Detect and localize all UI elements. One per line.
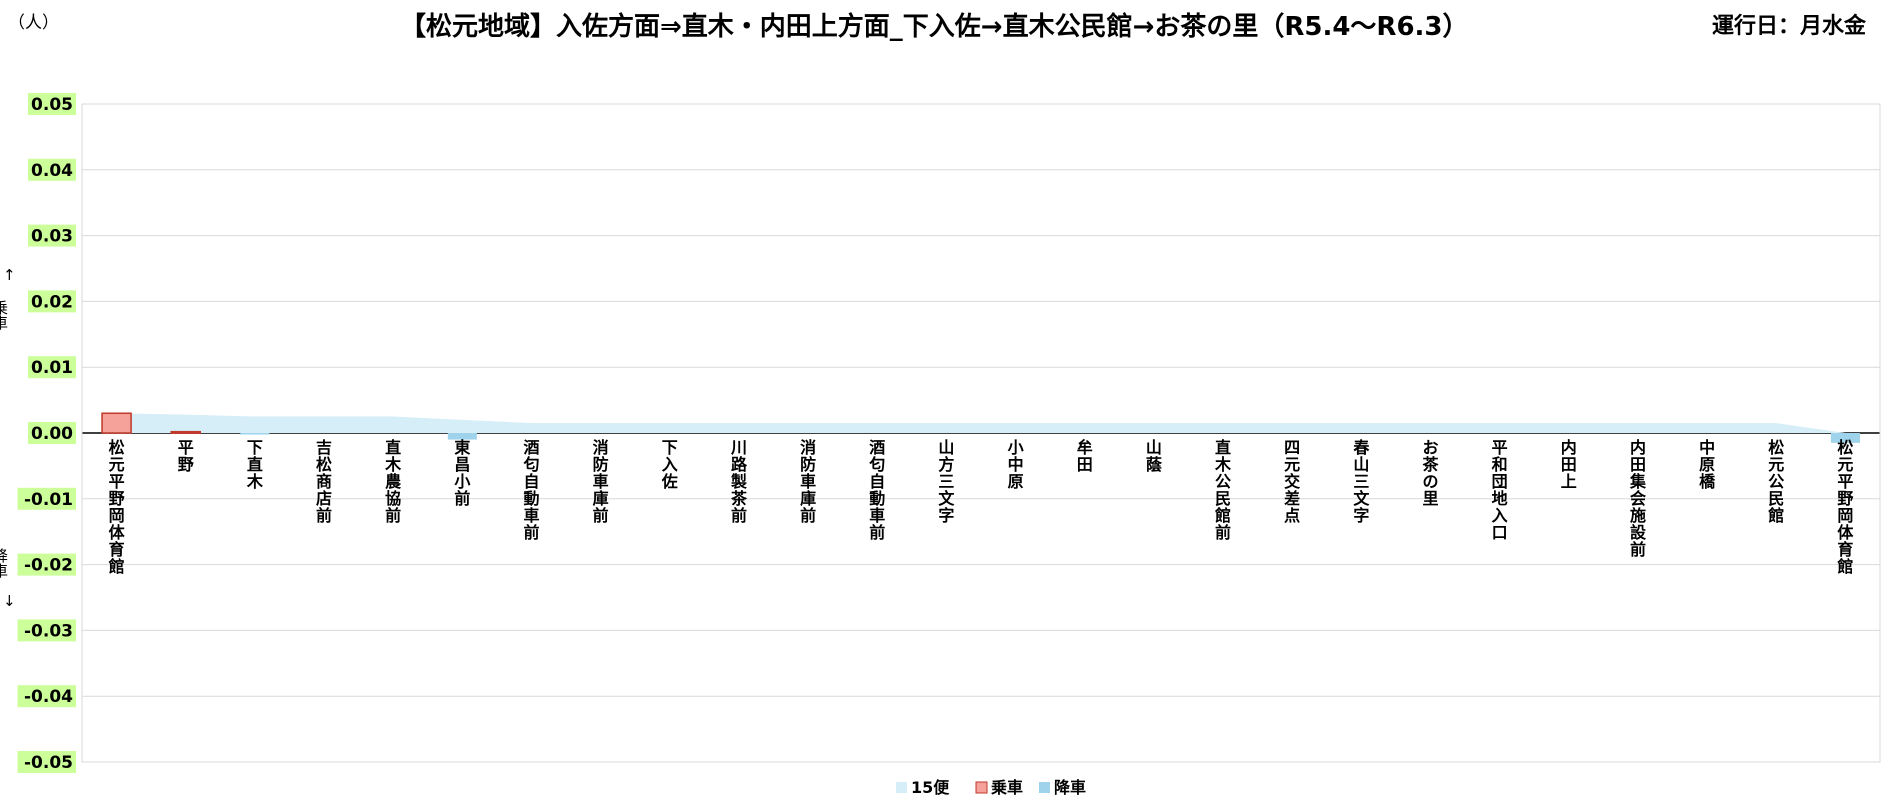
y-tick-highlight — [28, 356, 76, 379]
x-category-label: 川路製茶前 — [730, 438, 748, 525]
legend-swatch — [1039, 782, 1050, 793]
area-15bin — [116, 413, 1846, 433]
x-category-label: 内田上 — [1561, 438, 1577, 491]
x-category-label: 牟田 — [1077, 438, 1093, 474]
y-tick-label: -0.01 — [24, 490, 73, 510]
y-tick-label: 0.05 — [31, 95, 73, 115]
plot-border — [81, 103, 1881, 763]
down-arrow: ↓ — [3, 592, 16, 610]
x-category-label: 酒匂自動車前 — [522, 438, 539, 542]
y-tick-label: 0.04 — [31, 161, 73, 181]
y-tick-label: 0.01 — [31, 358, 73, 378]
x-category-label: お茶の里 — [1421, 438, 1439, 508]
x-category-label: 中原橋 — [1699, 438, 1716, 491]
x-category-label: 東昌小前 — [454, 438, 470, 508]
alighting-bar — [447, 433, 477, 440]
x-category-label: 吉松商店前 — [316, 438, 332, 525]
legend-swatch — [975, 781, 988, 794]
unit-label: （人） — [8, 13, 59, 33]
y-tick-highlight — [28, 224, 76, 247]
y-tick-label: 0.03 — [31, 227, 73, 247]
boarding-bar — [170, 430, 202, 434]
y-tick-label: -0.03 — [24, 621, 73, 641]
bars — [101, 412, 1860, 443]
y-tick-label: -0.05 — [24, 753, 73, 773]
x-category-label: 酒匂自動車前 — [868, 438, 885, 542]
y-axis: 0.05 0.04 0.03 0.02 0.01 0.00 -0.01 -0.02 -0.03 -… — [17, 93, 76, 773]
y-tick-label: -0.02 — [24, 556, 73, 576]
legend-label: 降車 — [1054, 778, 1086, 797]
x-category-label: 直木公民館前 — [1214, 438, 1232, 542]
x-category-label: 下直木 — [246, 438, 264, 491]
legend-label: 乗車 — [991, 778, 1023, 797]
x-category-label: 松元公民館 — [1768, 438, 1784, 525]
up-arrow: ↑ — [3, 266, 16, 284]
y-tick-highlight — [17, 685, 76, 708]
y-tick-highlight — [28, 93, 76, 115]
x-axis: 松元平野岡体育館 平野 下直木 吉松商店前 直木農協前 東昌小前 酒匂自動車前 消防車庫前 下入… — [109, 438, 1855, 576]
y-tick-highlight — [17, 487, 76, 510]
boarding-label: 乗車 — [0, 300, 9, 330]
y-tick-highlight — [28, 422, 76, 444]
x-category-label: 山方三文字 — [938, 438, 955, 525]
side-labels: ↑ 乗車 降車 ↓ — [0, 266, 16, 610]
x-category-label: 直木農協前 — [384, 438, 402, 525]
y-tick-label: 0.00 — [31, 424, 73, 444]
x-category-label: 平野 — [178, 438, 194, 474]
x-category-label: 下入佐 — [661, 438, 678, 491]
y-tick-highlight — [17, 751, 76, 773]
y-tick-highlight — [17, 553, 76, 576]
y-tick-highlight — [28, 158, 76, 181]
y-tick-highlight — [17, 619, 76, 642]
legend-swatch — [896, 782, 907, 793]
x-category-label: 消防車庫前 — [800, 438, 816, 525]
boarding-bar — [101, 412, 132, 434]
legend: 15便 乗車 降車 — [896, 778, 1086, 797]
x-category-label: 平和団地入口 — [1492, 438, 1508, 542]
x-category-label: 松元平野岡体育館 — [109, 438, 126, 576]
y-tick-highlight — [28, 290, 76, 313]
x-category-label: 春山三文字 — [1352, 438, 1370, 525]
y-tick-label: -0.04 — [24, 687, 73, 707]
x-category-label: 山蔭 — [1146, 438, 1163, 474]
x-category-label: 消防車庫前 — [593, 438, 609, 525]
x-category-label: 小中原 — [1008, 438, 1024, 491]
x-category-label: 内田集会施設前 — [1629, 438, 1647, 559]
alighting-label: 降車 — [0, 548, 9, 578]
operating-days-label: 運行日：月水金 — [1711, 14, 1866, 39]
chart-title: 【松元地域】入佐方面⇒直木・内田上方面_下入佐→直木公民館→お茶の里（R5.4～… — [400, 12, 1469, 42]
y-tick-label: 0.02 — [31, 292, 73, 312]
series-15bin-area — [116, 413, 1846, 433]
x-category-label: 四元交差点 — [1284, 438, 1300, 525]
legend-label: 15便 — [911, 778, 950, 797]
alighting-bar — [1830, 433, 1860, 443]
alighting-bar — [240, 433, 270, 435]
x-category-label: 松元平野岡体育館 — [1837, 438, 1854, 576]
